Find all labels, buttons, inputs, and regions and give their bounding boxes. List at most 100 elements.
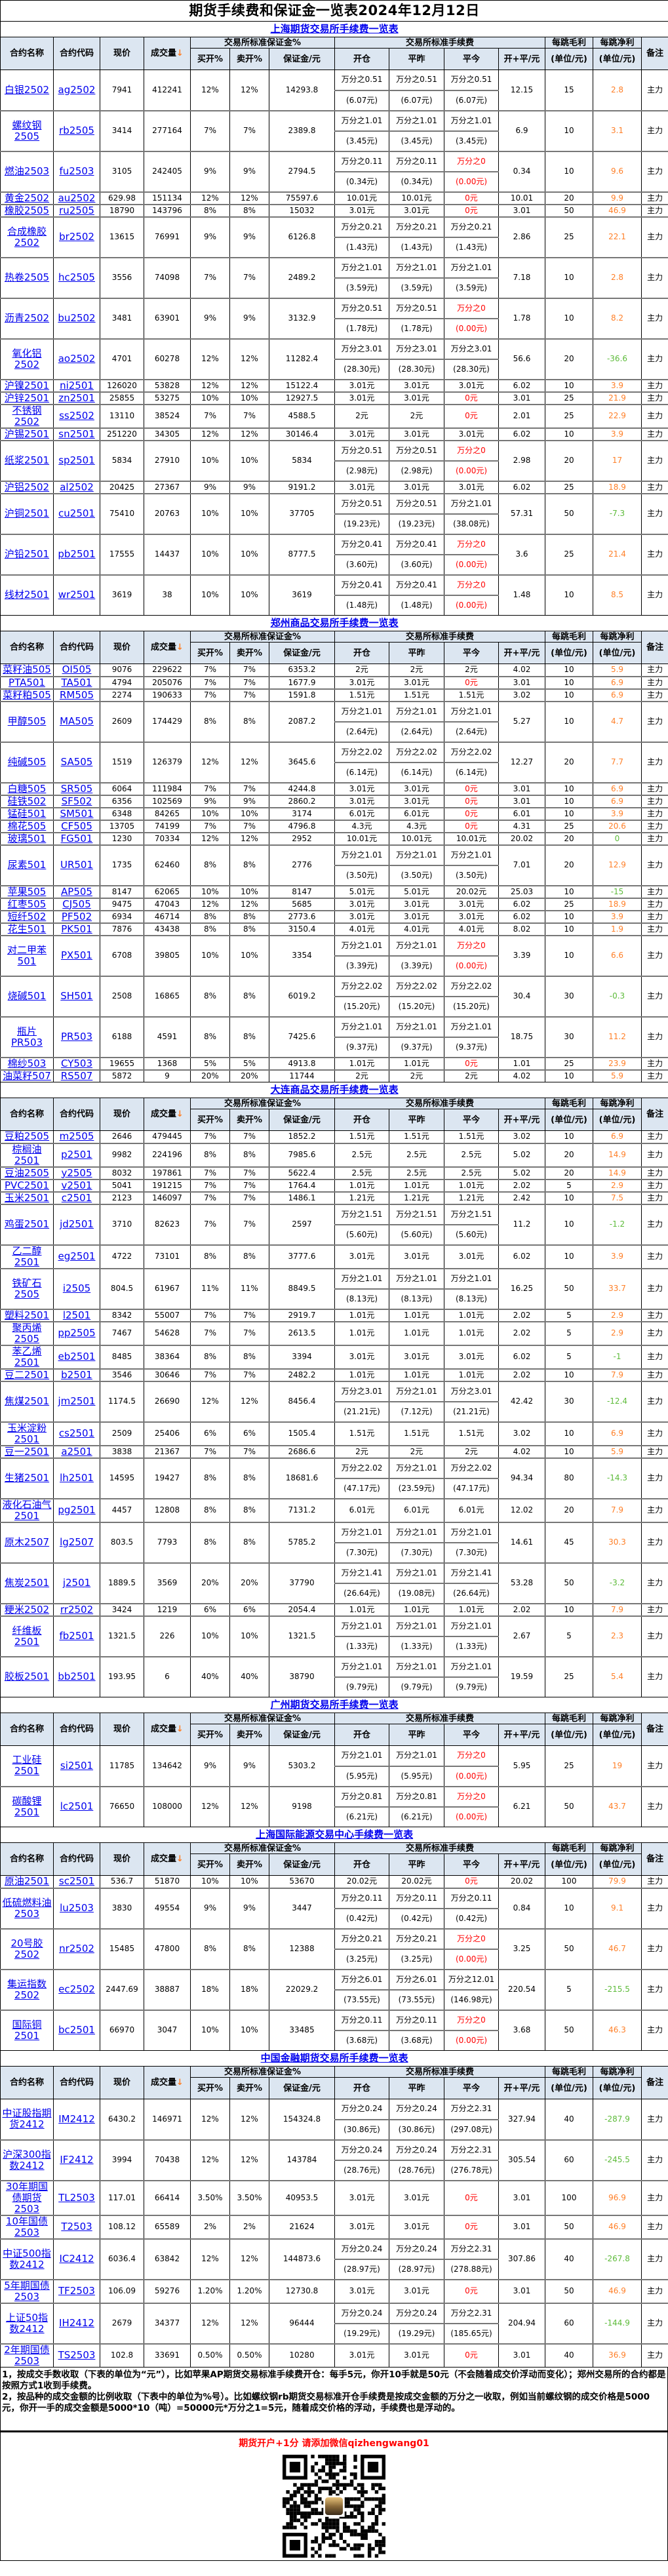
contract-name-link[interactable]: 甲醇505 bbox=[7, 715, 47, 727]
contract-code-link[interactable]: l2501 bbox=[62, 1309, 91, 1321]
contract-code-link[interactable]: TA501 bbox=[61, 676, 92, 688]
contract-name-link[interactable]: 沪锡2501 bbox=[4, 427, 50, 440]
contract-code-link[interactable]: cs2501 bbox=[58, 1427, 95, 1439]
contract-code-link[interactable]: PF502 bbox=[61, 910, 92, 922]
contract-code-link[interactable]: IM2412 bbox=[58, 2112, 95, 2125]
header-volume[interactable]: 成交量↓ bbox=[144, 631, 191, 664]
contract-code-link[interactable]: fu2503 bbox=[59, 165, 94, 177]
contract-name-link[interactable]: 玉米淀粉2501 bbox=[7, 1421, 47, 1445]
contract-code-link[interactable]: c2501 bbox=[61, 1191, 92, 1204]
contract-code-link[interactable]: SR505 bbox=[60, 782, 93, 795]
contract-name-link[interactable]: 生猪2501 bbox=[4, 1472, 50, 1484]
contract-name-link[interactable]: 白银2502 bbox=[4, 83, 50, 96]
contract-name-link[interactable]: 菜籽油505 bbox=[3, 664, 51, 676]
contract-name-link[interactable]: 碳酸锂2501 bbox=[12, 1794, 42, 1818]
header-volume[interactable]: 成交量↓ bbox=[144, 1098, 191, 1131]
contract-name-link[interactable]: 棕榈油2501 bbox=[12, 1143, 42, 1166]
contract-code-link[interactable]: p2501 bbox=[61, 1149, 92, 1160]
contract-code-link[interactable]: SM501 bbox=[60, 807, 94, 820]
contract-name-link[interactable]: 沪铜2501 bbox=[4, 507, 50, 519]
contract-code-link[interactable]: ss2502 bbox=[59, 410, 94, 422]
contract-code-link[interactable]: y2505 bbox=[61, 1166, 92, 1179]
contract-name-link[interactable]: 30年期国债期货2503 bbox=[5, 2180, 49, 2215]
contract-name-link[interactable]: 橡胶2505 bbox=[4, 204, 50, 216]
contract-name-link[interactable]: 锰硅501 bbox=[7, 807, 47, 820]
contract-code-link[interactable]: ec2502 bbox=[58, 1983, 95, 1995]
contract-name-link[interactable]: 上证50指数2412 bbox=[5, 2311, 49, 2335]
contract-name-link[interactable]: 5年期国债2503 bbox=[4, 2279, 50, 2303]
contract-code-link[interactable]: ao2502 bbox=[58, 353, 96, 365]
contract-name-link[interactable]: 铁矿石2505 bbox=[12, 1277, 42, 1300]
contract-code-link[interactable]: AP505 bbox=[61, 885, 92, 898]
contract-name-link[interactable]: 沪镍2501 bbox=[4, 379, 50, 391]
contract-name-link[interactable]: 红枣505 bbox=[7, 898, 47, 910]
section-title-link[interactable]: 中国金融期货交易所手续费一览表 bbox=[260, 2052, 408, 2064]
contract-code-link[interactable]: jm2501 bbox=[58, 1395, 96, 1407]
contract-name-link[interactable]: 沪铅2501 bbox=[4, 548, 50, 560]
contract-name-link[interactable]: 豆一2501 bbox=[4, 1445, 50, 1457]
contract-name-link[interactable]: PTA501 bbox=[9, 676, 45, 688]
contract-code-link[interactable]: bc2501 bbox=[58, 2024, 95, 2036]
contract-name-link[interactable]: 不锈钢2502 bbox=[12, 404, 42, 427]
contract-name-link[interactable]: 低硫燃料油2503 bbox=[2, 1896, 52, 1920]
section-title-link[interactable]: 上海国际能源交易中心手续费一览表 bbox=[256, 1829, 414, 1840]
contract-code-link[interactable]: rr2502 bbox=[60, 1603, 94, 1615]
contract-code-link[interactable]: pb2501 bbox=[58, 548, 96, 560]
contract-name-link[interactable]: 乙二醇2501 bbox=[12, 1244, 42, 1268]
contract-name-link[interactable]: 苯乙烯2501 bbox=[12, 1345, 42, 1368]
contract-code-link[interactable]: hc2505 bbox=[58, 271, 95, 283]
contract-name-link[interactable]: 热卷2505 bbox=[4, 271, 50, 283]
contract-code-link[interactable]: j2501 bbox=[62, 1577, 91, 1589]
contract-code-link[interactable]: v2501 bbox=[61, 1179, 92, 1191]
contract-code-link[interactable]: CJ505 bbox=[62, 898, 91, 910]
contract-name-link[interactable]: 塑料2501 bbox=[4, 1309, 50, 1321]
contract-code-link[interactable]: lc2501 bbox=[60, 1800, 94, 1813]
contract-name-link[interactable]: 纸浆2501 bbox=[4, 454, 50, 466]
contract-code-link[interactable]: PK501 bbox=[61, 922, 92, 935]
contract-name-link[interactable]: 胶板2501 bbox=[4, 1671, 50, 1683]
contract-code-link[interactable]: PR503 bbox=[60, 1031, 93, 1042]
contract-name-link[interactable]: 菜籽粕505 bbox=[3, 688, 51, 701]
contract-code-link[interactable]: cu2501 bbox=[58, 507, 95, 519]
contract-name-link[interactable]: 集运指数2502 bbox=[7, 1977, 47, 2001]
contract-name-link[interactable]: 沪锌2501 bbox=[4, 391, 50, 404]
contract-code-link[interactable]: ni2501 bbox=[60, 379, 94, 391]
contract-code-link[interactable]: RS507 bbox=[60, 1069, 93, 1082]
section-title-link[interactable]: 广州期货交易所手续费一览表 bbox=[270, 1699, 399, 1711]
contract-name-link[interactable]: 油菜籽507 bbox=[3, 1069, 51, 1082]
contract-name-link[interactable]: 豆油2505 bbox=[4, 1166, 50, 1179]
contract-name-link[interactable]: 豆二2501 bbox=[4, 1368, 50, 1381]
contract-code-link[interactable]: CF505 bbox=[61, 820, 92, 832]
contract-code-link[interactable]: zn2501 bbox=[58, 391, 95, 404]
contract-name-link[interactable]: 焦炭2501 bbox=[4, 1577, 50, 1589]
contract-name-link[interactable]: 沥青2502 bbox=[4, 312, 50, 324]
contract-name-link[interactable]: 中证股指期货2412 bbox=[2, 2107, 52, 2131]
section-title-link[interactable]: 上海期货交易所手续费一览表 bbox=[270, 23, 399, 35]
contract-code-link[interactable]: PX501 bbox=[61, 949, 92, 961]
contract-code-link[interactable]: al2502 bbox=[60, 481, 94, 493]
contract-code-link[interactable]: si2501 bbox=[60, 1759, 94, 1772]
contract-name-link[interactable]: 豆粕2505 bbox=[4, 1130, 50, 1143]
contract-code-link[interactable]: rb2505 bbox=[59, 125, 94, 136]
contract-code-link[interactable]: IC2412 bbox=[59, 2253, 94, 2265]
contract-name-link[interactable]: 沪深300指数2412 bbox=[3, 2148, 51, 2171]
contract-code-link[interactable]: RM505 bbox=[60, 688, 94, 701]
contract-code-link[interactable]: FG501 bbox=[60, 832, 93, 844]
contract-code-link[interactable]: sp2501 bbox=[58, 454, 95, 466]
contract-name-link[interactable]: 硅铁502 bbox=[7, 795, 47, 807]
contract-code-link[interactable]: wr2501 bbox=[58, 589, 96, 601]
contract-code-link[interactable]: SA505 bbox=[60, 756, 93, 768]
header-volume[interactable]: 成交量↓ bbox=[144, 1713, 191, 1746]
contract-name-link[interactable]: 聚丙烯2505 bbox=[12, 1321, 42, 1345]
contract-code-link[interactable]: m2505 bbox=[59, 1130, 94, 1143]
contract-name-link[interactable]: 苹果505 bbox=[7, 885, 47, 898]
contract-code-link[interactable]: ru2505 bbox=[59, 204, 94, 216]
contract-code-link[interactable]: T2503 bbox=[61, 2221, 92, 2232]
contract-name-link[interactable]: 国际铜2501 bbox=[12, 2018, 42, 2042]
contract-name-link[interactable]: 合成橡胶2502 bbox=[7, 225, 47, 248]
contract-name-link[interactable]: 燃油2503 bbox=[4, 165, 50, 177]
section-title-link[interactable]: 大连商品交易所手续费一览表 bbox=[270, 1084, 399, 1096]
contract-name-link[interactable]: 2年期国债2503 bbox=[4, 2343, 50, 2367]
contract-name-link[interactable]: 中证500指数2412 bbox=[3, 2247, 51, 2270]
contract-name-link[interactable]: 短纤502 bbox=[7, 910, 47, 922]
